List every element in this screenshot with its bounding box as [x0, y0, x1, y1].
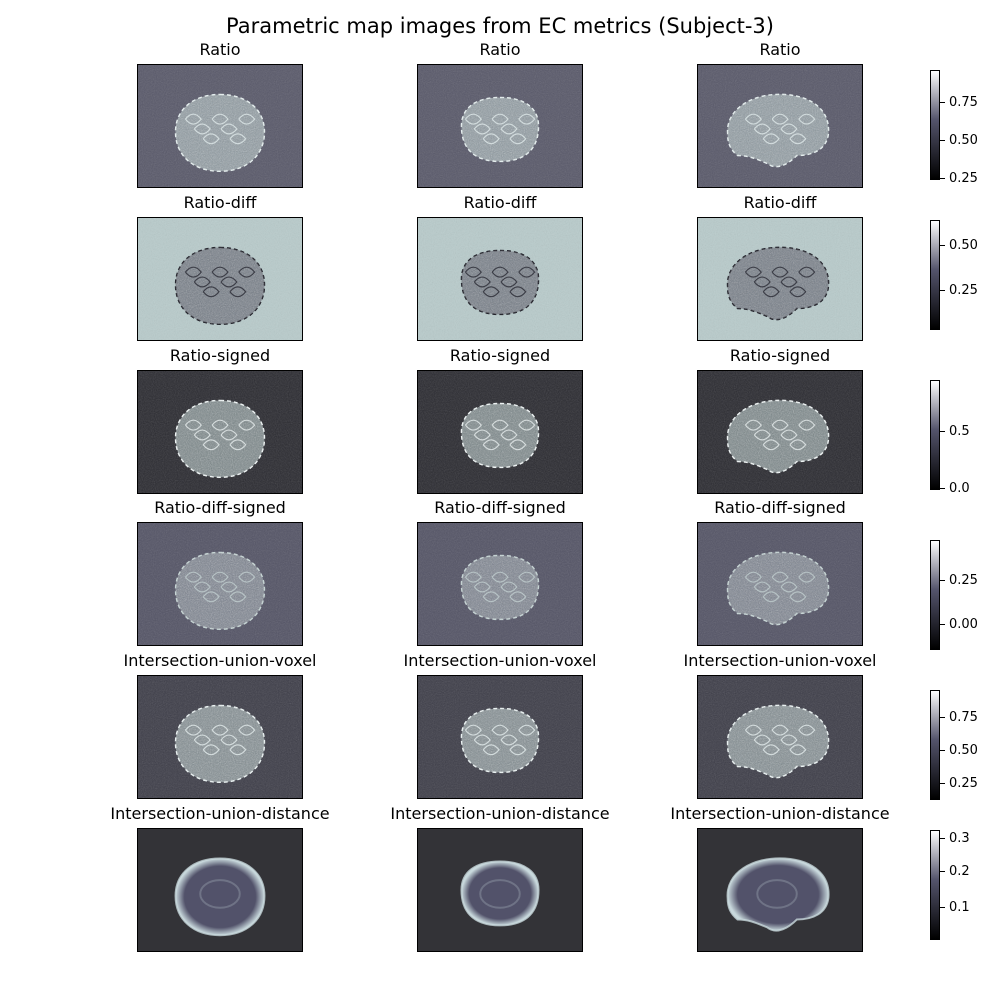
colorbar-tick — [940, 717, 945, 718]
colorbar-tick-label: 0.25 — [949, 573, 978, 588]
panel-title: Intersection-union-distance — [110, 804, 330, 823]
colorbar-tick-label: 0.50 — [949, 238, 978, 253]
brain-region — [174, 857, 266, 937]
colorbar-tick-label: 0.5 — [949, 424, 970, 439]
panel-title: Intersection-union-voxel — [683, 651, 877, 670]
colorbar-tick — [940, 431, 945, 432]
parametric-map-axial — [137, 675, 303, 799]
parametric-map-coronal — [417, 675, 583, 799]
colorbar-tick — [940, 290, 945, 291]
panel-title: Ratio — [759, 40, 801, 59]
panel-title: Ratio-signed — [729, 346, 831, 365]
colorbar-tick — [940, 871, 945, 872]
colorbar-tick — [940, 907, 945, 908]
colorbar — [930, 70, 940, 180]
panel-title: Ratio-signed — [449, 346, 551, 365]
parametric-map-coronal — [417, 828, 583, 952]
panel-title: Ratio-diff-signed — [714, 498, 846, 517]
colorbar-tick — [940, 140, 945, 141]
panel-title: Ratio-diff — [463, 193, 537, 212]
colorbar-tick-label: 0.00 — [949, 617, 978, 632]
colorbar-tick — [940, 488, 945, 489]
colorbar-tick-label: 0.1 — [949, 900, 970, 915]
colorbar — [930, 690, 940, 800]
colorbar — [930, 830, 940, 940]
colorbar — [930, 540, 940, 650]
colorbar-tick-label: 0.25 — [949, 776, 978, 791]
parametric-map-coronal — [417, 522, 583, 646]
parametric-map-coronal — [417, 217, 583, 341]
colorbar — [930, 380, 940, 490]
parametric-map-axial — [137, 828, 303, 952]
parametric-map-sagittal — [697, 522, 863, 646]
panel-title: Ratio-diff — [183, 193, 257, 212]
figure-title: Parametric map images from EC metrics (S… — [226, 14, 774, 38]
panel-title: Ratio-diff-signed — [434, 498, 566, 517]
colorbar-tick — [940, 102, 945, 103]
parametric-map-sagittal — [697, 217, 863, 341]
brain-region — [460, 860, 540, 927]
parametric-map-axial — [137, 217, 303, 341]
colorbar-tick-label: 0.50 — [949, 743, 978, 758]
panel-title: Ratio — [199, 40, 241, 59]
panel-title: Intersection-union-distance — [670, 804, 890, 823]
colorbar-tick — [940, 838, 945, 839]
parametric-map-sagittal — [697, 370, 863, 494]
parametric-map-coronal — [417, 370, 583, 494]
colorbar-tick — [940, 580, 945, 581]
colorbar-tick-label: 0.0 — [949, 481, 970, 496]
panel-title: Ratio-signed — [169, 346, 271, 365]
parametric-map-axial — [137, 370, 303, 494]
colorbar-tick-label: 0.25 — [949, 171, 978, 186]
panel-title: Intersection-union-voxel — [123, 651, 317, 670]
colorbar-tick-label: 0.75 — [949, 710, 978, 725]
colorbar — [930, 220, 940, 330]
colorbar-tick-label: 0.3 — [949, 831, 970, 846]
colorbar-tick — [940, 178, 945, 179]
parametric-map-sagittal — [697, 828, 863, 952]
colorbar-tick-label: 0.2 — [949, 864, 970, 879]
parametric-map-sagittal — [697, 64, 863, 188]
colorbar-tick-label: 0.50 — [949, 133, 978, 148]
colorbar-tick — [940, 783, 945, 784]
panel-title: Ratio — [479, 40, 521, 59]
colorbar-tick-label: 0.25 — [949, 283, 978, 298]
brain-region — [726, 857, 830, 932]
panel-title: Intersection-union-distance — [390, 804, 610, 823]
panel-title: Ratio-diff-signed — [154, 498, 286, 517]
parametric-map-axial — [137, 64, 303, 188]
colorbar-tick — [940, 245, 945, 246]
colorbar-tick-label: 0.75 — [949, 95, 978, 110]
panel-title: Intersection-union-voxel — [403, 651, 597, 670]
colorbar-tick — [940, 750, 945, 751]
parametric-map-coronal — [417, 64, 583, 188]
parametric-map-axial — [137, 522, 303, 646]
panel-title: Ratio-diff — [743, 193, 817, 212]
parametric-map-sagittal — [697, 675, 863, 799]
colorbar-tick — [940, 624, 945, 625]
